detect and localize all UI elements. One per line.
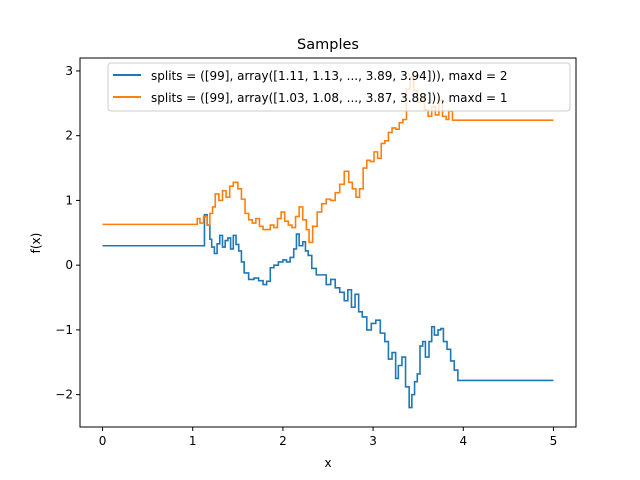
plot-frame: [79, 57, 577, 428]
y-tick-label: 0: [65, 258, 73, 272]
x-tick-label: 1: [189, 434, 197, 448]
x-tick-label: 3: [369, 434, 377, 448]
legend: splits = ([99], array([1.11, 1.13, ..., …: [107, 62, 571, 112]
x-axis: 0 1 2 3 4 5: [99, 427, 558, 448]
y-tick-label: 1: [65, 193, 73, 207]
x-tick-label: 4: [459, 434, 467, 448]
y-axis-label: f(x): [29, 233, 43, 254]
y-tick-label: 2: [65, 129, 73, 143]
legend-box: [107, 62, 571, 112]
legend-label-series-1: splits = ([99], array([1.11, 1.13, ..., …: [151, 69, 508, 83]
x-tick-label: 2: [279, 434, 287, 448]
y-tick-label: −2: [55, 388, 73, 402]
series-line-1: [102, 213, 554, 409]
legend-label-series-2: splits = ([99], array([1.03, 1.08, ..., …: [151, 91, 508, 105]
x-axis-label: x: [324, 456, 331, 470]
x-tick-label: 0: [99, 434, 107, 448]
y-tick-label: −1: [55, 323, 73, 337]
x-tick-label: 5: [550, 434, 558, 448]
chart-title: Samples: [297, 37, 359, 53]
y-tick-label: 3: [65, 64, 73, 78]
y-axis: −2 −1 0 1 2 3: [55, 64, 80, 402]
